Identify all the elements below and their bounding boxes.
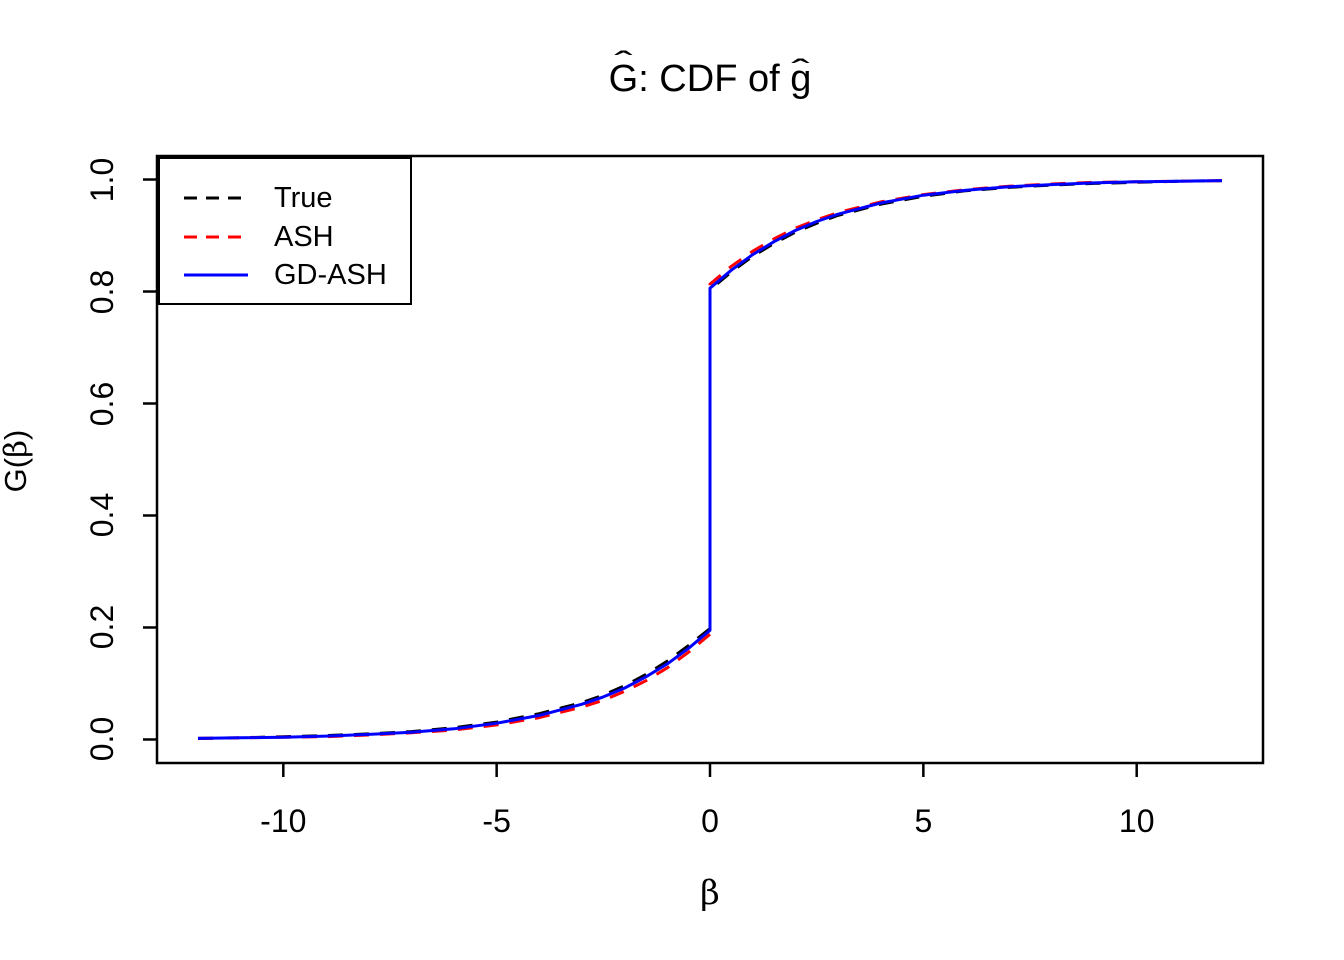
y-tick-label: 1.0 — [84, 157, 120, 202]
y-tick-label: 0.0 — [84, 717, 120, 762]
y-axis-label: ˆG(β) — [0, 429, 34, 493]
hat-accent-icon: ˆ — [614, 45, 633, 82]
legend-label-gdash: GD-ASH — [274, 258, 387, 291]
legend-line-sample-gdash — [184, 273, 248, 277]
ylabel-paren-close: ) — [0, 429, 33, 440]
y-tick-label: 0.4 — [84, 493, 120, 538]
ylabel-paren-open: ( — [0, 457, 33, 469]
x-tick-label: -10 — [260, 803, 307, 839]
x-tick-label: -5 — [482, 803, 511, 839]
legend-item-true: True — [160, 179, 410, 217]
legend-item-gdash: GD-ASH — [160, 256, 410, 294]
y-tick-label: 0.2 — [84, 605, 120, 650]
hat-accent-icon: ˆ — [0, 473, 17, 488]
legend-label-ash: ASH — [274, 220, 334, 253]
ylabel-beta: β — [0, 439, 34, 458]
legend-box: True ASH GD-ASH — [158, 157, 412, 305]
hat-accent-icon: ˆ — [791, 53, 810, 90]
x-tick-label: 5 — [914, 803, 933, 839]
series-line-gd-ash — [197, 179, 1223, 740]
x-axis-label: β — [700, 873, 720, 913]
x-tick-label: 0 — [701, 803, 719, 839]
title-mid-text: : CDF of — [638, 58, 791, 101]
legend-item-ash: ASH — [160, 218, 410, 256]
title-letter-g: g — [790, 58, 812, 101]
x-tick-label: 10 — [1118, 803, 1155, 839]
legend-label-true: True — [274, 181, 333, 214]
legend-line-sample-true — [184, 196, 248, 200]
legend-line-sample-ash — [184, 235, 248, 239]
y-tick-label: 0.6 — [84, 381, 120, 426]
title-letter-G: G — [608, 58, 639, 101]
y-tick-label: 0.8 — [84, 269, 120, 314]
